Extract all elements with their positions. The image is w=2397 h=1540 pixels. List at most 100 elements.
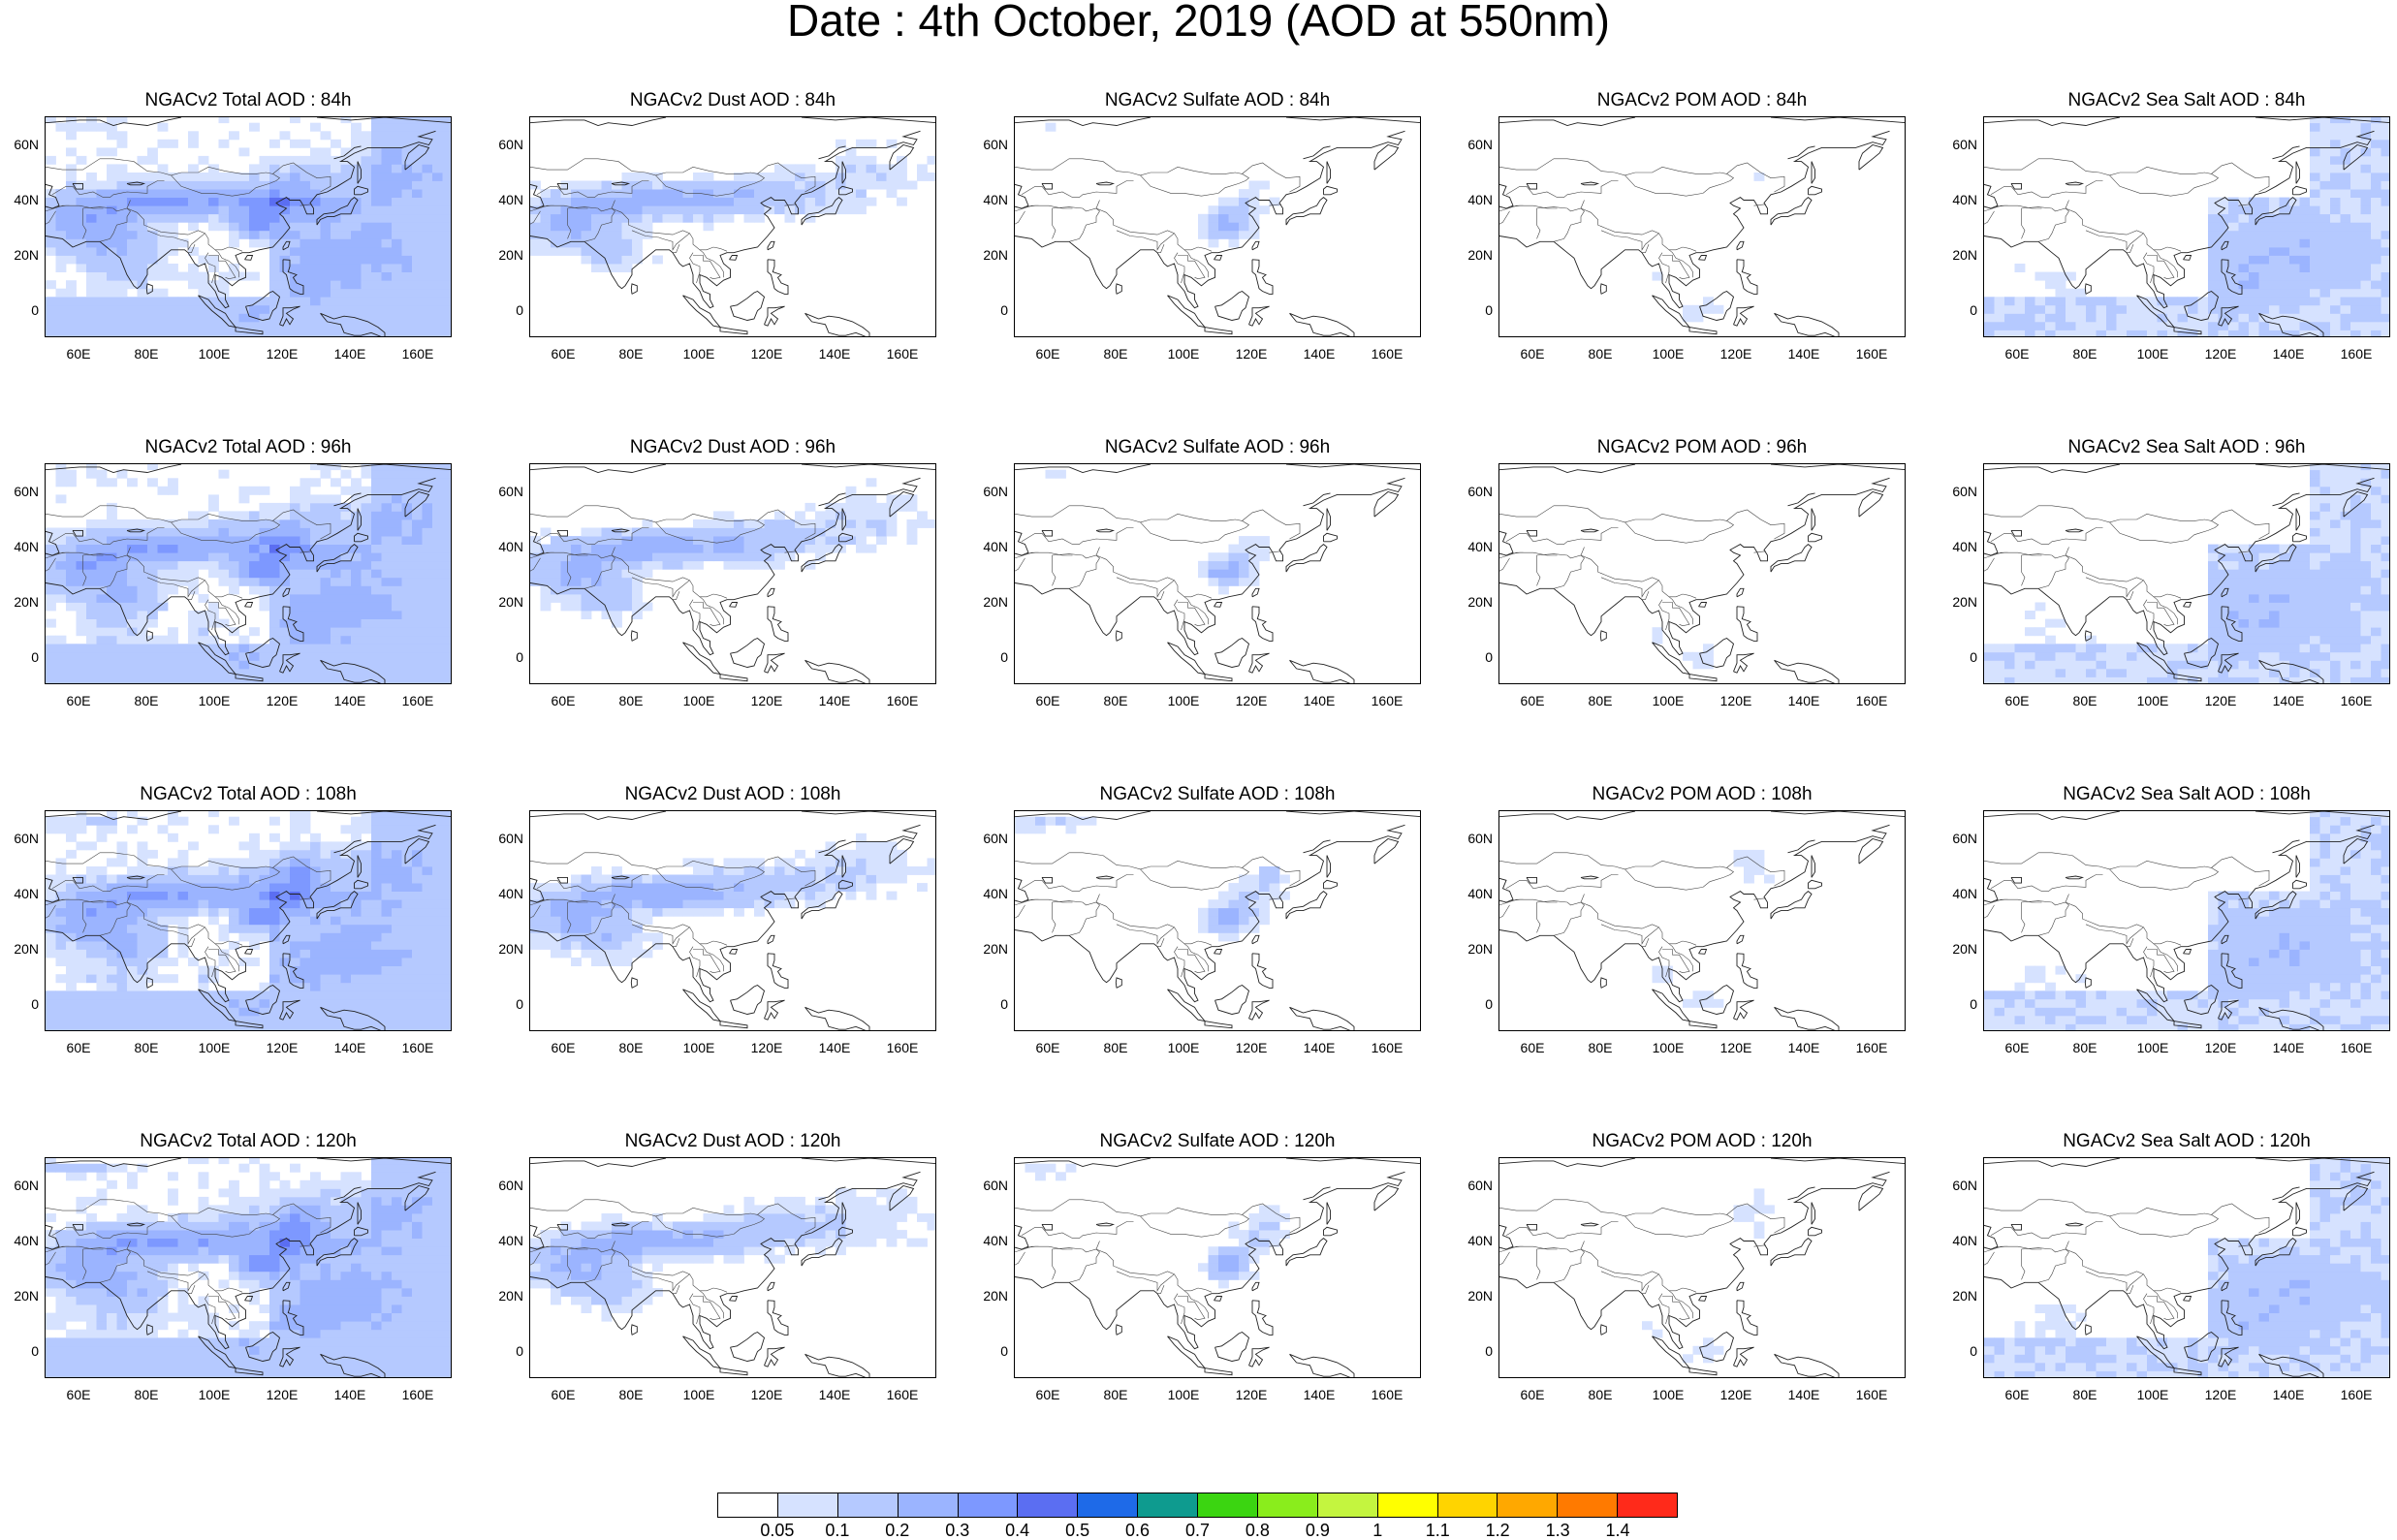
aod-cell [432,256,443,265]
aod-cell [331,958,341,966]
aod-cell [310,950,321,959]
aod-cell [412,866,423,875]
coastline [683,643,721,675]
aod-cell [300,305,311,314]
aod-cell [1703,305,1714,314]
aod-cell [2198,652,2209,661]
aod-cell [290,238,300,247]
aod-cell [836,503,846,512]
aod-cell [2117,660,2128,669]
aod-cell [2330,247,2341,256]
aod-cell [117,660,128,669]
aod-cell [290,811,300,817]
aod-cell [341,569,352,578]
aod-cell [2117,669,2128,677]
aod-cell [382,231,393,239]
aod-cell [208,264,219,272]
aod-cell [371,899,382,908]
aod-cell [147,272,158,281]
aod-cell [331,578,341,586]
aod-cell [127,983,138,991]
aod-cell [774,892,785,900]
aod-cell [2330,652,2341,661]
lat-tick-label: 40N [969,193,1008,206]
aod-cell [724,875,735,884]
country-border [2022,555,2026,585]
aod-cell [622,552,633,561]
aod-cell [2056,330,2066,338]
lat-tick-label: 60N [485,485,523,498]
aod-cell [371,147,382,156]
aod-cell [2381,305,2391,314]
aod-cell [260,925,270,933]
aod-cell [351,536,362,545]
aod-cell [412,256,423,265]
aod-map [46,464,452,684]
aod-cell [86,1007,97,1016]
aod-cell [2371,222,2381,231]
lon-tick-label: 60E [1024,347,1072,361]
aod-cell [310,619,321,628]
aod-cell [371,289,382,298]
aod-cell [382,222,393,231]
aod-cell [2269,198,2280,206]
aod-cell [321,875,331,884]
aod-cell [321,231,331,239]
aod-cell [2320,264,2331,272]
map-panel [1983,463,2390,684]
aod-cell [402,841,413,850]
aod-cell [351,669,362,677]
aod-cell [2300,636,2311,644]
aod-cell [280,841,291,850]
aod-cell [612,908,622,917]
aod-cell [774,899,785,908]
country-border [1995,552,2042,555]
aod-cell [331,561,341,570]
aod-cell [199,173,209,181]
aod-cell [199,552,209,561]
aod-cell [239,677,250,685]
aod-cell [2045,330,2056,338]
aod-cell [683,892,694,900]
aod-cell [734,908,744,917]
aod-cell [107,883,117,892]
aod-cell [774,164,785,173]
aod-cell [371,198,382,206]
aod-cell [2259,198,2270,206]
aod-cell [138,322,148,330]
aod-cell [158,636,169,644]
aod-cell [402,478,413,487]
aod-cell [158,899,169,908]
aod-cell [341,578,352,586]
aod-cell [138,1024,148,1032]
aod-cell [2300,247,2311,256]
aod-cell [2188,322,2198,330]
aod-cell [229,214,239,223]
aod-cell [269,611,280,619]
aod-cell [571,222,582,231]
aod-cell [46,677,56,685]
aod-cell [2106,322,2117,330]
aod-cell [147,990,158,999]
aod-cell [371,958,382,966]
aod-cell [188,660,199,669]
aod-cell [432,264,443,272]
aod-cell [362,644,372,652]
aod-cell [432,817,443,826]
aod-cell [2381,669,2391,677]
aod-cell [412,1016,423,1024]
aod-cell [77,1024,87,1032]
aod-cell [127,619,138,628]
aod-cell [178,899,189,908]
aod-cell [693,908,704,917]
aod-cell [2289,289,2300,298]
aod-cell [351,256,362,265]
aod-cell [402,528,413,537]
aod-cell [208,256,219,265]
aod-cell [530,941,541,950]
aod-cell [392,280,402,289]
aod-cell [392,528,402,537]
aod-cell [2320,561,2331,570]
aod-cell [300,603,311,612]
aod-cell [2228,264,2239,272]
